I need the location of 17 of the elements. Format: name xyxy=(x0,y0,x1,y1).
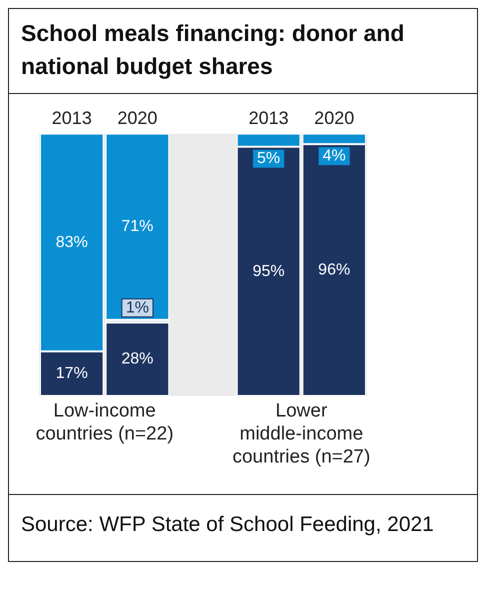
data-label: 28% xyxy=(121,350,154,368)
x-tick-label: 2020 xyxy=(314,108,354,128)
data-label: 5% xyxy=(257,150,280,168)
data-label: 71% xyxy=(121,218,154,236)
data-label: 17% xyxy=(56,365,88,382)
data-label: 4% xyxy=(322,148,346,164)
data-label: 83% xyxy=(56,234,88,251)
data-label: 95% xyxy=(252,262,285,280)
source-note: Source: WFP State of School Feeding, 2021 xyxy=(9,494,477,561)
x-tick-label: 2013 xyxy=(248,108,289,128)
data-label: 1% xyxy=(126,299,149,316)
x-tick-label: 2013 xyxy=(52,108,92,128)
chart-title: School meals financing: donor and national budget shares xyxy=(9,9,477,94)
x-tick-label: 2020 xyxy=(117,108,158,128)
text: Low-income countries (n=22) xyxy=(36,400,174,445)
text: Lower middle-income countries (n=27) xyxy=(232,400,370,468)
data-label: 96% xyxy=(318,261,350,278)
